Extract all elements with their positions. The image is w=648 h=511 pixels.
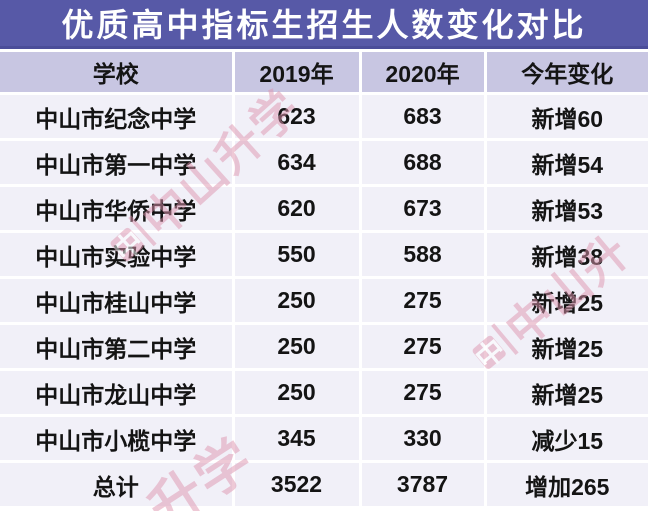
- change-cell: 新增54: [485, 139, 648, 187]
- column-header-change: 今年变化: [485, 52, 648, 95]
- school-name-cell: 总计: [0, 461, 235, 506]
- value-2019-cell: 634: [233, 139, 362, 187]
- header-row: 学校 2019年 2020年 今年变化: [0, 52, 648, 95]
- table-row: 中山市小榄中学 345 330 减少15: [0, 415, 648, 463]
- value-2020-cell: 275: [360, 277, 487, 325]
- table-row: 中山市纪念中学 623 683 新增60: [0, 93, 648, 141]
- total-row: 总计 3522 3787 增加265: [0, 461, 648, 506]
- table-row: 中山市第一中学 634 688 新增54: [0, 139, 648, 187]
- change-cell: 减少15: [485, 415, 648, 463]
- value-2020-cell: 673: [360, 185, 487, 233]
- change-cell: 新增38: [485, 231, 648, 279]
- value-2019-cell: 250: [233, 323, 362, 371]
- school-name-cell: 中山市桂山中学: [0, 277, 235, 325]
- table-row: 中山市桂山中学 250 275 新增25: [0, 277, 648, 325]
- school-name-cell: 中山市纪念中学: [0, 93, 235, 141]
- value-2020-cell: 683: [360, 93, 487, 141]
- value-2019-cell: 250: [233, 277, 362, 325]
- value-2019-cell: 623: [233, 93, 362, 141]
- column-header-2019: 2019年: [233, 52, 362, 95]
- school-name-cell: 中山市龙山中学: [0, 369, 235, 417]
- change-cell: 新增53: [485, 185, 648, 233]
- school-name-cell: 中山市实验中学: [0, 231, 235, 279]
- column-header-school: 学校: [0, 52, 235, 95]
- school-name-cell: 中山市华侨中学: [0, 185, 235, 233]
- value-2020-cell: 275: [360, 369, 487, 417]
- page-title: 优质高中指标生招生人数变化对比: [61, 7, 587, 43]
- column-header-2020: 2020年: [360, 52, 487, 95]
- change-cell: 新增60: [485, 93, 648, 141]
- table-row: 中山市龙山中学 250 275 新增25: [0, 369, 648, 417]
- change-cell: 新增25: [485, 277, 648, 325]
- value-2019-cell: 620: [233, 185, 362, 233]
- value-2020-cell: 588: [360, 231, 487, 279]
- enrollment-table: 学校 2019年 2020年 今年变化 中山市纪念中学 623 683 新增60 中山市第一中…: [0, 52, 648, 506]
- school-name-cell: 中山市第一中学: [0, 139, 235, 187]
- table-row: 中山市实验中学 550 588 新增38: [0, 231, 648, 279]
- title-bar: 优质高中指标生招生人数变化对比: [0, 0, 648, 49]
- value-2020-cell: 275: [360, 323, 487, 371]
- value-2019-cell: 345: [233, 415, 362, 463]
- value-2019-cell: 250: [233, 369, 362, 417]
- change-cell: 增加265: [485, 461, 648, 506]
- value-2020-cell: 688: [360, 139, 487, 187]
- change-cell: 新增25: [485, 323, 648, 371]
- value-2019-cell: 550: [233, 231, 362, 279]
- table-row: 中山市华侨中学 620 673 新增53: [0, 185, 648, 233]
- value-2020-cell: 3787: [360, 461, 487, 506]
- change-cell: 新增25: [485, 369, 648, 417]
- school-name-cell: 中山市第二中学: [0, 323, 235, 371]
- value-2019-cell: 3522: [233, 461, 362, 506]
- table-row: 中山市第二中学 250 275 新增25: [0, 323, 648, 371]
- school-name-cell: 中山市小榄中学: [0, 415, 235, 463]
- value-2020-cell: 330: [360, 415, 487, 463]
